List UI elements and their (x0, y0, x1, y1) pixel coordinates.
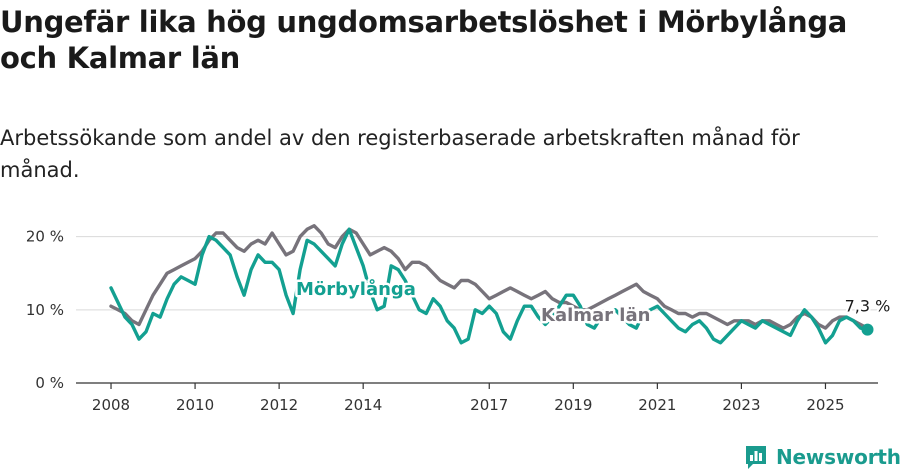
x-tick-label: 2019 (554, 396, 592, 414)
chart-title: Ungefär lika hög ungdomsarbetslöshet i M… (0, 5, 848, 75)
line-layer (109, 224, 870, 345)
series-label-kalmar: Kalmar län (541, 305, 650, 326)
series-line-morbylanga (109, 227, 870, 345)
line-chart: 0 % 10 % 20 % 2008 2010 2012 2014 2017 2019 2021 2… (26, 224, 892, 414)
brand-name: Newsworthy (776, 445, 900, 469)
x-tick-label: 2008 (92, 396, 130, 414)
end-value-label: 7,3 % (845, 297, 891, 316)
newsworthy-brand[interactable]: Newsworthy (744, 442, 900, 472)
y-tick-label: 10 % (26, 301, 64, 319)
x-tick-label: 2010 (176, 396, 214, 414)
end-point-marker (861, 323, 874, 336)
series-label-morbylanga: Mörbylånga (296, 278, 416, 300)
x-tick-label: 2012 (260, 396, 298, 414)
x-tick-label: 2023 (722, 396, 760, 414)
y-tick-label: 20 % (26, 228, 64, 246)
newsworthy-logo-icon (744, 444, 768, 470)
x-tick-label: 2014 (344, 396, 382, 414)
y-tick-label: 0 % (35, 374, 64, 392)
x-tick-label: 2021 (638, 396, 676, 414)
chart-subtitle: Arbetssökande som andel av den registerb… (0, 126, 800, 182)
label-layer: Mörbylånga Kalmar län 7,3 % (294, 276, 892, 336)
x-tick-label: 2017 (470, 396, 508, 414)
series-line-kalmar (109, 224, 870, 330)
x-tick-label: 2025 (806, 396, 844, 414)
